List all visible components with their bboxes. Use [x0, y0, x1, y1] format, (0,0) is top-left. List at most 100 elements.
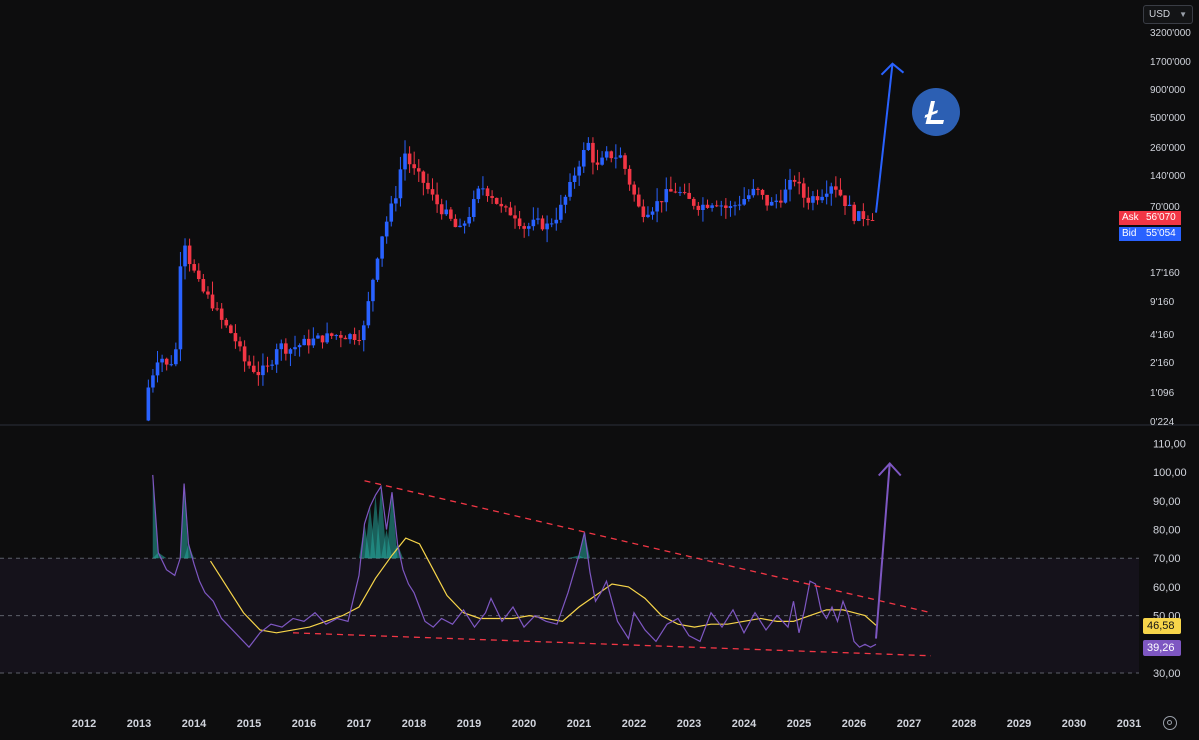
candle-body [540, 218, 545, 230]
price-tick-label: 260'000 [1150, 143, 1186, 154]
candle-body [765, 194, 769, 206]
candle-body [746, 195, 751, 200]
candle-body [504, 206, 508, 208]
settings-icon[interactable] [1163, 716, 1177, 730]
candle-body [224, 319, 229, 326]
candle-body [412, 164, 416, 169]
candle-body [242, 346, 247, 362]
rsi-overbought-fill [375, 486, 387, 559]
x-tick-label: 2013 [127, 718, 151, 730]
x-tick-label: 2024 [732, 718, 757, 730]
candle-body [834, 186, 838, 190]
x-tick-label: 2012 [72, 718, 96, 730]
candle-body [742, 199, 746, 205]
candle-body [183, 245, 187, 267]
candle-body [196, 270, 201, 280]
candle-body [403, 153, 407, 170]
candle-body [146, 387, 151, 421]
currency-label: USD [1149, 9, 1171, 20]
price-tick-label: 17'160 [1150, 268, 1180, 279]
x-tick-label: 2027 [897, 718, 921, 730]
candle-body [581, 150, 586, 167]
candle-body [256, 371, 261, 376]
rsi-projection-arrowhead [878, 462, 902, 477]
candle-body [270, 364, 274, 366]
candle-body [595, 162, 600, 165]
candle-body [279, 343, 284, 350]
candle-body [261, 365, 265, 376]
candle-body [517, 218, 522, 227]
candle-body [531, 219, 536, 227]
x-tick-label: 2023 [677, 718, 701, 730]
candle-body [178, 266, 183, 350]
candle-body [416, 168, 421, 172]
rsi-projection-arrow [875, 463, 891, 639]
price-tick-label: 70'000 [1150, 202, 1180, 213]
candle-body [641, 206, 646, 218]
currency-selector[interactable]: USD ▼ [1143, 5, 1193, 24]
rsi-tick-label: 90,00 [1153, 496, 1181, 508]
x-tick-label: 2019 [457, 718, 481, 730]
litecoin-icon [912, 88, 960, 136]
candle-body [705, 204, 710, 208]
candle-body [357, 340, 361, 342]
x-tick-label: 2025 [787, 718, 811, 730]
candle-body [325, 333, 329, 343]
candle-body [206, 291, 210, 295]
candle-body [691, 198, 696, 206]
candle-body [329, 333, 334, 336]
candle-body [604, 151, 609, 158]
candle-body [856, 211, 861, 221]
candle-body [297, 345, 302, 348]
candle-body [251, 365, 256, 372]
rsi-overbought-fill [386, 492, 398, 559]
bid-value: 55'054 [1143, 227, 1181, 241]
candle-body [398, 169, 403, 199]
candle-body [169, 364, 174, 366]
price-tick-label: 1'096 [1150, 388, 1175, 399]
candle-body [274, 349, 279, 365]
candle-body [783, 189, 788, 203]
candle-body [843, 195, 847, 206]
candle-body [536, 218, 540, 220]
candle-body [334, 335, 339, 337]
candle-body [371, 279, 375, 302]
price-tick-label: 3200'000 [1150, 28, 1191, 39]
price-tick-label: 500'000 [1150, 113, 1186, 124]
candle-body [788, 179, 792, 190]
candle-body [265, 365, 270, 367]
x-tick-label: 2028 [952, 718, 976, 730]
candle-body [192, 264, 196, 271]
candle-body [586, 142, 591, 151]
candle-body [164, 358, 169, 365]
candle-body [710, 205, 714, 208]
candle-body [394, 198, 398, 204]
candle-body [293, 347, 297, 350]
candle-body [339, 335, 343, 338]
x-tick-label: 2021 [567, 718, 591, 730]
bid-quote: Bid 55'054 [1119, 227, 1181, 241]
price-tick-label: 9'160 [1150, 297, 1175, 308]
candle-body [618, 155, 623, 158]
candle-body [316, 335, 320, 339]
candle-body [526, 226, 531, 229]
candle-body [673, 191, 678, 193]
candle-body [467, 216, 471, 224]
candle-body [545, 223, 549, 230]
candle-body [247, 361, 251, 366]
candle-body [751, 188, 756, 196]
candle-body [696, 205, 701, 211]
candle-body [229, 325, 233, 334]
candle-body [769, 201, 774, 206]
price-tick-label: 2'160 [1150, 358, 1175, 369]
candle-body [471, 199, 476, 217]
candle-body [664, 189, 669, 203]
x-tick-label: 2022 [622, 718, 646, 730]
candle-body [801, 183, 806, 198]
rsi-tick-label: 60,00 [1153, 582, 1181, 594]
candle-body [866, 219, 870, 221]
candle-body [348, 334, 352, 340]
candle-body [426, 182, 430, 190]
rsi-tick-label: 30,00 [1153, 668, 1181, 680]
